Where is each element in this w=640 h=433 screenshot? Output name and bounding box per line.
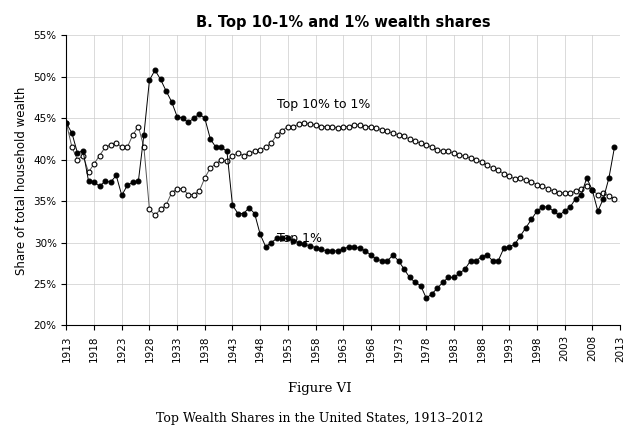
Text: Top Wealth Shares in the United States, 1913–2012: Top Wealth Shares in the United States, … — [156, 412, 484, 425]
Text: Top 1%: Top 1% — [276, 232, 322, 245]
Text: Top 10% to 1%: Top 10% to 1% — [276, 97, 370, 111]
Title: B. Top 10-1% and 1% wealth shares: B. Top 10-1% and 1% wealth shares — [196, 15, 490, 30]
Y-axis label: Share of total household wealth: Share of total household wealth — [15, 86, 28, 275]
Text: Figure VI: Figure VI — [288, 382, 352, 395]
